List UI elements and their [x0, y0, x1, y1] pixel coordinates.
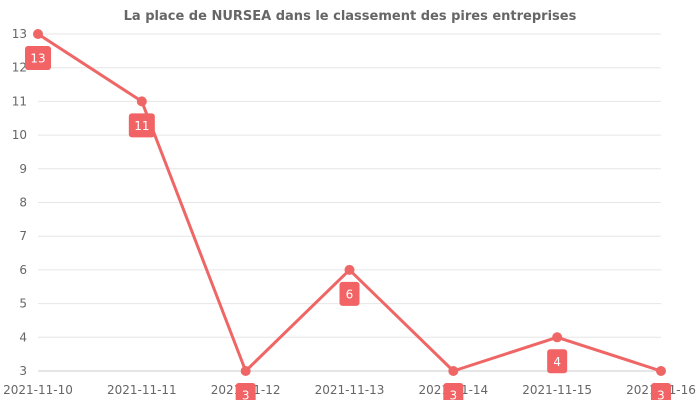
data-points — [33, 29, 666, 376]
data-label: 6 — [339, 281, 360, 306]
y-tick-label: 9 — [19, 162, 27, 176]
x-tick-label: 2021-11-13 — [315, 383, 385, 397]
y-tick-label: 4 — [19, 330, 27, 344]
y-tick-label: 13 — [12, 27, 27, 41]
y-tick-label: 8 — [19, 196, 27, 210]
data-point — [33, 29, 43, 39]
data-label: 3 — [651, 383, 671, 400]
data-label: 11 — [128, 113, 155, 138]
data-label-bg — [547, 349, 568, 374]
data-label-bg — [651, 383, 671, 400]
x-tick-label: 2021-11-11 — [107, 383, 177, 397]
data-label-bg — [25, 46, 51, 70]
y-tick-label: 5 — [19, 297, 27, 311]
data-point — [136, 96, 147, 107]
chart-title: La place de NURSEA dans le classement de… — [123, 9, 577, 24]
data-label-text: 11 — [134, 119, 149, 133]
data-label: 4 — [547, 349, 568, 374]
y-tick-label: 3 — [19, 364, 27, 378]
data-label-text: 3 — [242, 389, 250, 400]
data-label-text: 4 — [553, 355, 561, 369]
data-label-bg — [235, 383, 256, 400]
data-label-text: 3 — [657, 389, 665, 400]
y-tick-label: 7 — [19, 229, 27, 243]
data-label-bg — [443, 383, 464, 400]
y-tick-label: 12 — [12, 61, 27, 75]
data-label-text: 3 — [450, 389, 458, 400]
data-label-text: 6 — [346, 287, 354, 301]
data-label: 3 — [443, 383, 464, 400]
y-tick-label: 6 — [19, 263, 27, 277]
x-tick-label: 2021-11-15 — [522, 383, 592, 397]
data-label-bg — [128, 113, 155, 138]
data-point — [552, 332, 563, 343]
y-tick-label: 11 — [12, 94, 27, 108]
data-point — [448, 366, 459, 376]
y-tick-label: 10 — [12, 128, 27, 142]
data-label-bg — [339, 281, 360, 306]
data-label-text: 13 — [30, 52, 45, 66]
data-label: 13 — [25, 46, 51, 70]
data-point — [240, 366, 251, 376]
grid-lines — [38, 33, 661, 372]
x-tick-label: 2021-11-10 — [3, 383, 73, 397]
data-labels: 13 11 3 6 3 4 3 — [25, 46, 671, 400]
data-point — [344, 264, 355, 275]
data-label: 3 — [235, 383, 256, 400]
data-point — [656, 366, 666, 376]
